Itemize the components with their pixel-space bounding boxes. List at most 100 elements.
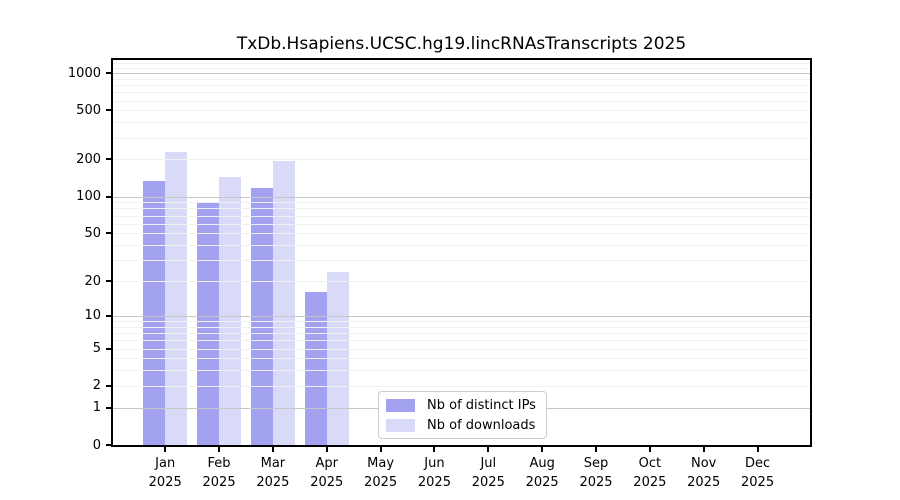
x-tick-label-sep: Sep 2025 xyxy=(564,454,628,492)
x-tick-text: 2025 xyxy=(471,475,505,490)
x-tick-text: 2025 xyxy=(633,475,667,490)
x-tick-text: Jul xyxy=(480,456,497,471)
x-tick-label-apr: Apr 2025 xyxy=(295,454,359,492)
bar-downloads-feb xyxy=(219,176,241,445)
y-tick-mark xyxy=(106,314,111,317)
x-tick-text: Mar xyxy=(260,456,286,471)
y-tick-mark xyxy=(106,347,111,350)
legend-label: Nb of distinct IPs xyxy=(427,397,536,413)
gridline-minor xyxy=(113,358,810,360)
x-tick-label-jan: Jan 2025 xyxy=(133,454,197,492)
x-tick-text: 2025 xyxy=(579,475,613,490)
gridline-minor xyxy=(113,333,810,335)
y-tick-mark xyxy=(106,158,111,161)
y-tick-label: 200 xyxy=(76,151,101,167)
x-tick-label-aug: Aug 2025 xyxy=(510,454,574,492)
y-tick-mark xyxy=(106,195,111,198)
x-tick-text: 2025 xyxy=(364,475,398,490)
y-tick-mark xyxy=(106,406,111,409)
x-tick-text: Dec xyxy=(744,456,771,471)
legend-entry: Nb of downloads xyxy=(379,418,546,433)
gridline-minor xyxy=(113,78,810,80)
x-tick-text: Jun xyxy=(424,456,445,471)
x-tick-label-mar: Mar 2025 xyxy=(241,454,305,492)
bar-distinct-ips-jan xyxy=(143,180,166,445)
gridline-major xyxy=(113,315,810,317)
x-tick-label-nov: Nov 2025 xyxy=(672,454,736,492)
x-tick-mark xyxy=(487,447,490,452)
legend-swatch-distinct-ips xyxy=(386,398,415,412)
bar-distinct-ips-apr xyxy=(304,292,327,445)
gridline-minor xyxy=(113,85,810,87)
gridline-minor xyxy=(113,370,810,372)
y-tick-label: 20 xyxy=(84,273,101,289)
x-tick-label-jun: Jun 2025 xyxy=(402,454,466,492)
gridline-minor xyxy=(113,326,810,328)
x-tick-text: May xyxy=(367,456,395,471)
x-tick-text: Oct xyxy=(638,456,662,471)
gridline-minor xyxy=(113,215,810,217)
x-tick-mark xyxy=(379,447,382,452)
gridline-minor xyxy=(113,122,810,124)
x-tick-label-may: May 2025 xyxy=(349,454,413,492)
gridline-minor xyxy=(113,281,810,283)
y-tick-mark xyxy=(106,72,111,75)
y-tick-mark xyxy=(106,109,111,112)
gridline-minor xyxy=(113,321,810,323)
gridline-minor xyxy=(113,202,810,204)
y-tick-mark xyxy=(106,384,111,387)
y-tick-label: 100 xyxy=(76,189,101,205)
x-tick-mark xyxy=(164,447,167,452)
x-tick-mark xyxy=(648,447,651,452)
y-tick-mark xyxy=(106,280,111,283)
y-tick-label: 10 xyxy=(84,308,101,324)
x-tick-label-dec: Dec 2025 xyxy=(726,454,790,492)
chart-title: TxDb.Hsapiens.UCSC.hg19.lincRNAsTranscri… xyxy=(236,34,687,54)
gridline-minor xyxy=(113,348,810,350)
y-tick-label: 1 xyxy=(92,400,101,416)
gridline-minor xyxy=(113,208,810,210)
gridline-minor xyxy=(113,110,810,112)
gridline-minor xyxy=(113,159,810,161)
y-tick-label: 500 xyxy=(76,102,101,118)
y-tick-label: 50 xyxy=(84,225,101,241)
gridline-major xyxy=(113,196,810,198)
x-tick-label-feb: Feb 2025 xyxy=(187,454,251,492)
x-tick-mark xyxy=(218,447,221,452)
x-tick-text: Nov xyxy=(691,456,717,471)
x-tick-text: 2025 xyxy=(148,475,182,490)
x-tick-text: 2025 xyxy=(202,475,236,490)
gridline-major xyxy=(113,73,810,75)
x-tick-mark xyxy=(702,447,705,452)
x-tick-label-oct: Oct 2025 xyxy=(618,454,682,492)
y-tick-label: 5 xyxy=(92,341,101,357)
y-tick-label: 2 xyxy=(92,378,101,394)
y-tick-mark xyxy=(106,232,111,235)
y-tick-label: 1000 xyxy=(67,65,101,81)
legend-label: Nb of downloads xyxy=(427,417,536,433)
gridline-minor xyxy=(113,67,810,69)
x-tick-text: 2025 xyxy=(256,475,290,490)
x-tick-text: Sep xyxy=(583,456,609,471)
x-tick-mark xyxy=(433,447,436,452)
x-tick-mark xyxy=(271,447,274,452)
bar-distinct-ips-feb xyxy=(197,202,220,445)
gridline-minor xyxy=(113,233,810,235)
bar-downloads-jan xyxy=(165,151,187,445)
legend: Nb of distinct IPs Nb of downloads xyxy=(378,391,547,439)
gridline-minor xyxy=(113,137,810,139)
gridline-minor xyxy=(113,340,810,342)
x-tick-text: 2025 xyxy=(741,475,775,490)
x-tick-text: 2025 xyxy=(687,475,721,490)
gridline-minor xyxy=(113,385,810,387)
bar-downloads-mar xyxy=(272,161,295,445)
gridline-minor xyxy=(113,260,810,262)
y-tick-label: 0 xyxy=(92,437,101,453)
gridline-minor xyxy=(113,245,810,247)
x-tick-mark xyxy=(595,447,597,452)
x-tick-mark xyxy=(541,447,544,452)
x-tick-text: Jan xyxy=(155,456,176,471)
gridline-minor xyxy=(113,223,810,225)
x-tick-label-jul: Jul 2025 xyxy=(456,454,520,492)
